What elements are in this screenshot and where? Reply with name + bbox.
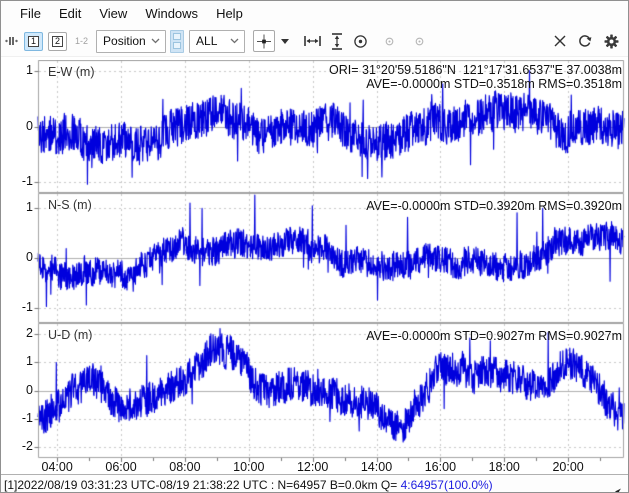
small-target-icon bbox=[415, 37, 424, 45]
menu-file[interactable]: File bbox=[20, 6, 41, 21]
view-1-label: 1 bbox=[28, 35, 39, 47]
view-2-label: 2 bbox=[52, 35, 63, 47]
y-tick-label: -1 bbox=[21, 300, 33, 314]
toolbar: 1 2 1-2 Position ALL bbox=[1, 26, 628, 57]
crosshair-icon bbox=[257, 34, 272, 48]
status-text: [1]2022/08/19 03:31:23 UTC-08/19 21:38:2… bbox=[4, 477, 401, 492]
menu-view[interactable]: View bbox=[99, 6, 128, 21]
fix-horizontal-button-disabled bbox=[382, 30, 397, 52]
fit-vertical-icon bbox=[332, 32, 343, 50]
y-tick-label: -1 bbox=[21, 411, 33, 425]
options-button[interactable] bbox=[601, 30, 622, 52]
fit-center-dropdown-arrow[interactable] bbox=[278, 30, 292, 52]
target-icon bbox=[354, 34, 367, 48]
refresh-icon bbox=[579, 35, 592, 47]
plot-type-value: Position bbox=[103, 34, 146, 48]
y-tick-label: -2 bbox=[21, 439, 33, 453]
gear-icon bbox=[604, 34, 619, 48]
toolbar-grip-icon[interactable] bbox=[5, 35, 18, 47]
y-tick-label: 0 bbox=[26, 250, 33, 264]
plot-canvas[interactable] bbox=[32, 60, 628, 463]
solution-filter-select[interactable]: ALL bbox=[189, 29, 246, 53]
chevron-down-icon bbox=[230, 38, 239, 44]
fix-center-button[interactable] bbox=[350, 30, 371, 52]
y-tick-label: 1 bbox=[26, 200, 33, 214]
panel-layout-top-icon bbox=[173, 33, 182, 40]
y-tick-label: 2 bbox=[26, 326, 33, 340]
y-tick-label: 0 bbox=[26, 119, 33, 133]
fit-horizontal-icon bbox=[304, 36, 321, 46]
fix-vertical-button-disabled bbox=[412, 30, 427, 52]
mouse-cursor bbox=[615, 483, 623, 492]
plot-region: E-W (m) ORI= 31°20'59.5186"N 121°17'31.6… bbox=[1, 57, 628, 474]
y-tick-label: 0 bbox=[26, 383, 33, 397]
fit-horizontal-button[interactable] bbox=[301, 30, 324, 52]
menu-bar: File Edit View Windows Help bbox=[1, 1, 628, 26]
solution-filter-value: ALL bbox=[196, 34, 218, 48]
status-quality-text: 4:64957(100.0%) bbox=[400, 477, 493, 492]
y-tick-label: -1 bbox=[21, 174, 33, 188]
clear-button[interactable] bbox=[551, 30, 569, 52]
menu-edit[interactable]: Edit bbox=[58, 6, 82, 21]
toolbar-right-group bbox=[551, 30, 628, 52]
view-1-2-button-disabled: 1-2 bbox=[75, 36, 89, 46]
small-target-icon bbox=[385, 37, 394, 45]
panel-layout-button[interactable] bbox=[170, 29, 185, 53]
panel-layout-bottom-icon bbox=[173, 42, 182, 49]
chevron-down-icon bbox=[151, 38, 160, 44]
view-2-button[interactable]: 2 bbox=[48, 31, 67, 51]
plot-type-select[interactable]: Position bbox=[96, 29, 167, 53]
close-icon bbox=[554, 35, 566, 47]
reload-button[interactable] bbox=[575, 30, 595, 52]
menu-windows[interactable]: Windows bbox=[145, 6, 199, 21]
y-tick-label: 1 bbox=[26, 63, 33, 77]
y-tick-label: 1 bbox=[26, 354, 33, 368]
fit-vertical-button[interactable] bbox=[327, 30, 347, 52]
menu-help[interactable]: Help bbox=[216, 6, 243, 21]
status-bar: [1]2022/08/19 03:31:23 UTC-08/19 21:38:2… bbox=[1, 474, 628, 492]
fit-center-button[interactable] bbox=[253, 30, 276, 52]
view-1-button[interactable]: 1 bbox=[24, 31, 43, 51]
